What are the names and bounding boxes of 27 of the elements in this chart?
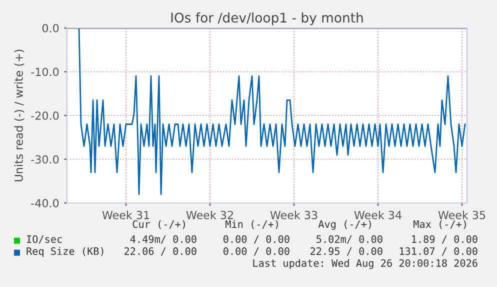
text: 0.00 / 0.00 bbox=[224, 247, 290, 256]
x-tick-label: Week 34 bbox=[354, 210, 402, 220]
y-tick-label: -10.0 bbox=[31, 68, 59, 76]
text: Last update: Wed Aug 26 20:00:18 2026 bbox=[253, 259, 478, 269]
chart-title: IOs for /dev/loop1 - by month bbox=[171, 12, 363, 26]
text: 4.49m/ 0.00 bbox=[130, 235, 196, 244]
text: Min (-/+) bbox=[226, 220, 278, 230]
legend-label: Req Size (KB) bbox=[26, 247, 104, 257]
text: Cur (-/+) bbox=[132, 220, 185, 230]
text: 1.89 / 0.00 bbox=[412, 235, 478, 244]
text: 22.95 / 0.00 bbox=[310, 247, 382, 256]
text: 0.00 / 0.00 bbox=[224, 235, 290, 244]
x-tick-label: Week 35 bbox=[438, 210, 486, 220]
text: Avg (-/+) bbox=[318, 220, 371, 230]
y-tick-label: -40.0 bbox=[31, 198, 59, 208]
x-tick-label: Week 33 bbox=[270, 210, 318, 220]
text: 5.02m/ 0.00 bbox=[316, 235, 382, 244]
y-axis-title: Units read (-) / write (+) bbox=[14, 50, 24, 182]
text: Max (-/+) bbox=[414, 220, 466, 230]
x-tick-label: Week 31 bbox=[102, 210, 150, 220]
legend-label: IO/sec bbox=[26, 235, 62, 244]
y-tick-label: 0.0 bbox=[42, 24, 59, 32]
y-tick-label: -30.0 bbox=[31, 155, 59, 164]
x-tick-label: Week 32 bbox=[186, 210, 233, 220]
y-tick-label: -20.0 bbox=[31, 111, 59, 120]
text: 131.07 / 0.00 bbox=[400, 247, 478, 256]
text: 22.06 / 0.00 bbox=[124, 247, 196, 256]
